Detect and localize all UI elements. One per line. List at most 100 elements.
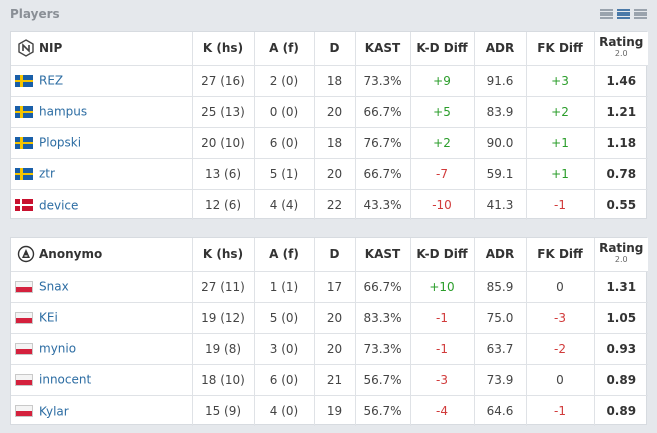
adr-cell: 83.9	[474, 96, 527, 128]
assists-cell: 1 (1)	[254, 271, 315, 303]
rating-label: Rating	[599, 241, 644, 256]
assists-cell: 3 (0)	[254, 333, 315, 365]
adr-header[interactable]: ADR	[474, 238, 527, 272]
deaths-cell: 18	[314, 65, 356, 97]
player-name-link[interactable]: device	[39, 198, 79, 212]
kast-header[interactable]: KAST	[355, 238, 411, 272]
fk-diff-cell: -1	[526, 395, 595, 426]
deaths-cell: 20	[314, 302, 356, 334]
player-cell: Kylar	[11, 395, 193, 426]
fk-diff-cell: +1	[526, 127, 595, 159]
flag-pl-icon	[15, 311, 33, 324]
kd-diff-cell: +9	[410, 65, 475, 97]
deaths-cell: 19	[314, 395, 356, 426]
player-cell: KEi	[11, 302, 193, 334]
fk-diff-header[interactable]: FK Diff	[526, 32, 595, 66]
assists-header[interactable]: A (f)	[254, 238, 315, 272]
assists-cell: 6 (0)	[254, 364, 315, 396]
kast-cell: 73.3%	[355, 333, 411, 365]
kast-cell: 83.3%	[355, 302, 411, 334]
kast-cell: 66.7%	[355, 96, 411, 128]
kills-cell: 12 (6)	[192, 189, 255, 220]
compact-view-icon[interactable]	[600, 8, 613, 20]
player-row: REZ 27 (16) 2 (0) 18 73.3% +9 91.6 +3 1.46	[11, 65, 648, 97]
player-name-link[interactable]: Kylar	[39, 404, 69, 418]
assists-cell: 2 (0)	[254, 65, 315, 97]
rating-label: Rating	[599, 35, 644, 50]
player-name-link[interactable]: Snax	[39, 279, 69, 294]
flag-se-icon	[15, 167, 33, 180]
rating-cell: 0.78	[594, 158, 648, 190]
player-row: mynio 19 (8) 3 (0) 20 73.3% -1 63.7 -2 0.93	[11, 333, 648, 365]
kills-cell: 18 (10)	[192, 364, 255, 396]
player-row: Snax 27 (11) 1 (1) 17 66.7% +10 85.9 0 1.31	[11, 271, 648, 303]
player-row: hampus 25 (13) 0 (0) 20 66.7% +5 83.9 +2 1.21	[11, 96, 648, 128]
assists-cell: 4 (0)	[254, 395, 315, 426]
panel-title: Players	[10, 7, 60, 21]
rating-version: 2.0	[614, 49, 628, 59]
flag-pl-icon	[15, 405, 33, 417]
kd-diff-cell: -3	[410, 364, 475, 396]
adr-cell: 75.0	[474, 302, 527, 334]
kills-header[interactable]: K (hs)	[192, 238, 255, 272]
player-name-link[interactable]: mynio	[39, 341, 77, 356]
kast-cell: 56.7%	[355, 364, 411, 396]
detailed-view-icon[interactable]	[634, 8, 647, 20]
player-cell: Plopski	[11, 127, 193, 159]
rating-header[interactable]: Rating 2.0	[594, 238, 648, 272]
assists-cell: 4 (4)	[254, 189, 315, 220]
player-name-link[interactable]: Plopski	[39, 135, 82, 150]
kd-diff-cell: -1	[410, 302, 475, 334]
kd-diff-header[interactable]: K-D Diff	[410, 32, 475, 66]
kd-diff-header[interactable]: K-D Diff	[410, 238, 475, 272]
team-header: NIP	[11, 32, 193, 66]
players-header: Players	[0, 0, 657, 30]
player-row: innocent 18 (10) 6 (0) 21 56.7% -3 73.9 0 0.89	[11, 364, 648, 396]
kd-diff-cell: +5	[410, 96, 475, 128]
adr-header[interactable]: ADR	[474, 32, 527, 66]
kills-header[interactable]: K (hs)	[192, 32, 255, 66]
player-cell: innocent	[11, 364, 193, 396]
fk-diff-header[interactable]: FK Diff	[526, 238, 595, 272]
kast-header[interactable]: KAST	[355, 32, 411, 66]
rating-cell: 1.31	[594, 271, 648, 303]
view-toggle	[600, 8, 647, 20]
player-name-link[interactable]: KEi	[39, 310, 58, 325]
flag-se-icon	[15, 136, 33, 149]
fk-diff-cell: +1	[526, 158, 595, 190]
kd-diff-cell: -4	[410, 395, 475, 426]
assists-header[interactable]: A (f)	[254, 32, 315, 66]
nip-logo-icon	[17, 39, 39, 58]
kills-cell: 19 (8)	[192, 333, 255, 365]
assists-cell: 0 (0)	[254, 96, 315, 128]
deaths-header[interactable]: D	[314, 32, 356, 66]
rating-header[interactable]: Rating 2.0	[594, 32, 648, 66]
flag-pl-icon	[15, 280, 33, 293]
fk-diff-cell: -2	[526, 333, 595, 365]
fk-diff-cell: +3	[526, 65, 595, 97]
table-header-row: NIP K (hs) A (f) D KAST K-D Diff ADR FK Diff Rat…	[11, 32, 648, 66]
deaths-cell: 22	[314, 189, 356, 220]
deaths-cell: 21	[314, 364, 356, 396]
kast-cell: 66.7%	[355, 158, 411, 190]
kd-diff-cell: +10	[410, 271, 475, 303]
team-header: Anonymo	[11, 238, 193, 272]
player-cell: device	[11, 189, 193, 220]
kd-diff-cell: +2	[410, 127, 475, 159]
player-name-link[interactable]: REZ	[39, 73, 64, 88]
rating-cell: 0.93	[594, 333, 648, 365]
kast-cell: 56.7%	[355, 395, 411, 426]
player-name-link[interactable]: ztr	[39, 166, 55, 181]
kd-diff-cell: -10	[410, 189, 475, 220]
stats-table: Anonymo K (hs) A (f) D KAST K-D Diff ADR FK Dif…	[11, 238, 648, 426]
rating-version: 2.0	[614, 255, 628, 265]
fk-diff-cell: 0	[526, 271, 595, 303]
player-name-link[interactable]: hampus	[39, 104, 88, 119]
kills-cell: 15 (9)	[192, 395, 255, 426]
player-name-link[interactable]: innocent	[39, 372, 92, 387]
kd-diff-cell: -1	[410, 333, 475, 365]
deaths-header[interactable]: D	[314, 238, 356, 272]
adr-cell: 91.6	[474, 65, 527, 97]
list-view-icon[interactable]	[617, 8, 630, 20]
